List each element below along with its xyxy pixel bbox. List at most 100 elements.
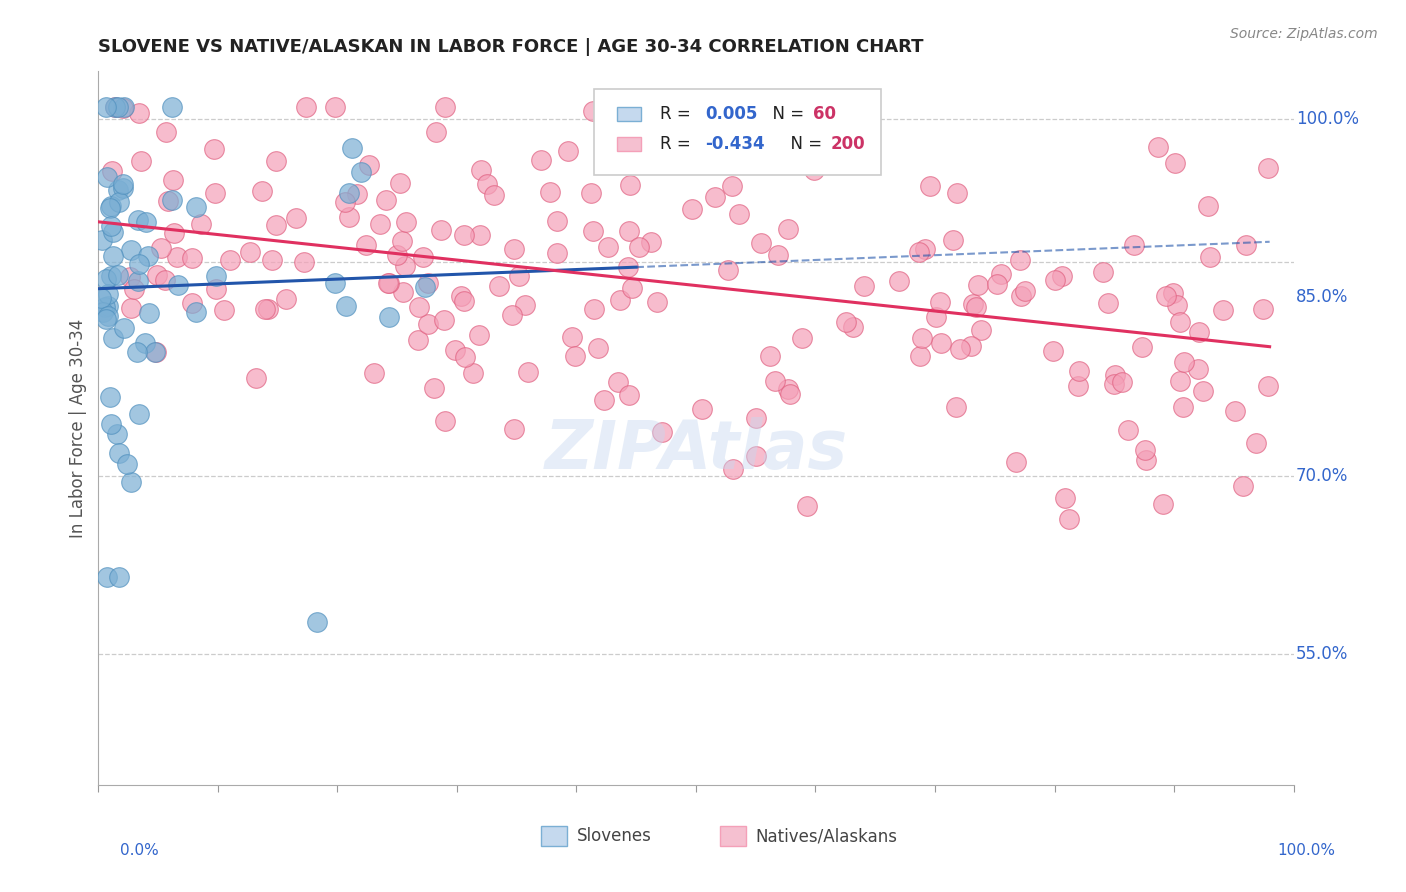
Point	[134, 335, 156, 350]
Point	[107, 446, 129, 460]
Text: 85.0%: 85.0%	[1296, 288, 1348, 306]
Point	[482, 187, 505, 202]
Point	[186, 305, 208, 319]
Point	[162, 100, 184, 114]
Point	[377, 310, 399, 324]
Text: R =: R =	[661, 136, 696, 153]
Point	[1043, 272, 1066, 286]
Point	[1257, 161, 1279, 176]
Point	[758, 349, 780, 363]
Text: 0.0%: 0.0%	[120, 843, 159, 858]
Point	[368, 217, 391, 231]
Point	[835, 315, 858, 329]
Point	[703, 190, 725, 204]
Point	[266, 154, 288, 169]
Point	[1069, 364, 1091, 378]
Point	[104, 100, 127, 114]
Point	[416, 276, 439, 290]
Point	[1152, 497, 1174, 511]
Point	[136, 250, 159, 264]
Point	[468, 327, 491, 342]
Point	[1192, 384, 1215, 398]
Point	[394, 259, 416, 273]
Point	[1116, 423, 1139, 437]
Point	[918, 179, 941, 194]
Point	[157, 194, 180, 208]
Point	[111, 180, 134, 194]
Point	[768, 248, 790, 262]
Point	[101, 249, 124, 263]
Point	[128, 257, 150, 271]
Point	[430, 223, 453, 237]
Point	[1199, 250, 1222, 264]
Point	[162, 193, 184, 207]
Point	[100, 219, 122, 233]
Point	[1223, 403, 1246, 417]
Point	[101, 164, 124, 178]
Point	[745, 410, 768, 425]
Point	[1253, 302, 1275, 317]
Y-axis label: In Labor Force | Age 30-34: In Labor Force | Age 30-34	[69, 318, 87, 538]
Point	[470, 228, 492, 243]
Point	[1010, 289, 1032, 303]
Point	[204, 186, 226, 200]
Point	[586, 342, 609, 356]
Point	[1166, 298, 1188, 312]
Point	[1042, 344, 1064, 359]
Point	[617, 260, 640, 275]
Point	[1004, 455, 1026, 469]
Point	[1161, 286, 1184, 301]
Point	[517, 365, 540, 379]
Point	[118, 269, 141, 284]
Point	[925, 310, 948, 324]
Bar	[617, 137, 641, 152]
Point	[250, 184, 273, 198]
Point	[100, 269, 122, 284]
Point	[254, 301, 277, 316]
Point	[350, 165, 373, 179]
Point	[778, 382, 800, 396]
Point	[97, 310, 120, 324]
Point	[908, 244, 931, 259]
Point	[488, 279, 510, 293]
Point	[503, 243, 526, 257]
Point	[101, 331, 124, 345]
Point	[385, 248, 408, 262]
Point	[285, 211, 308, 226]
Point	[1091, 265, 1114, 279]
Text: -0.434: -0.434	[706, 136, 765, 153]
Point	[105, 427, 128, 442]
Point	[690, 401, 713, 416]
Point	[1102, 376, 1125, 391]
Point	[986, 277, 1008, 292]
Point	[122, 282, 145, 296]
Point	[90, 291, 112, 305]
Point	[97, 287, 120, 301]
Point	[1008, 252, 1031, 267]
Point	[323, 276, 346, 290]
Point	[325, 100, 347, 114]
Point	[942, 233, 965, 247]
Point	[803, 163, 825, 178]
Point	[681, 202, 703, 216]
Point	[1111, 375, 1133, 389]
Point	[107, 100, 129, 114]
Point	[1097, 296, 1119, 310]
Point	[619, 224, 641, 238]
Point	[967, 278, 990, 293]
Point	[292, 254, 315, 268]
Text: N =: N =	[762, 105, 808, 123]
Point	[202, 142, 225, 156]
Point	[1054, 491, 1077, 505]
Point	[94, 301, 117, 315]
Point	[965, 300, 987, 314]
Point	[219, 252, 242, 267]
Point	[127, 344, 149, 359]
Text: Natives/Alaskans: Natives/Alaskans	[756, 828, 897, 846]
Point	[546, 213, 568, 227]
Point	[776, 222, 799, 236]
Point	[107, 182, 129, 196]
Point	[120, 475, 142, 489]
Point	[186, 200, 208, 214]
Point	[619, 178, 641, 193]
